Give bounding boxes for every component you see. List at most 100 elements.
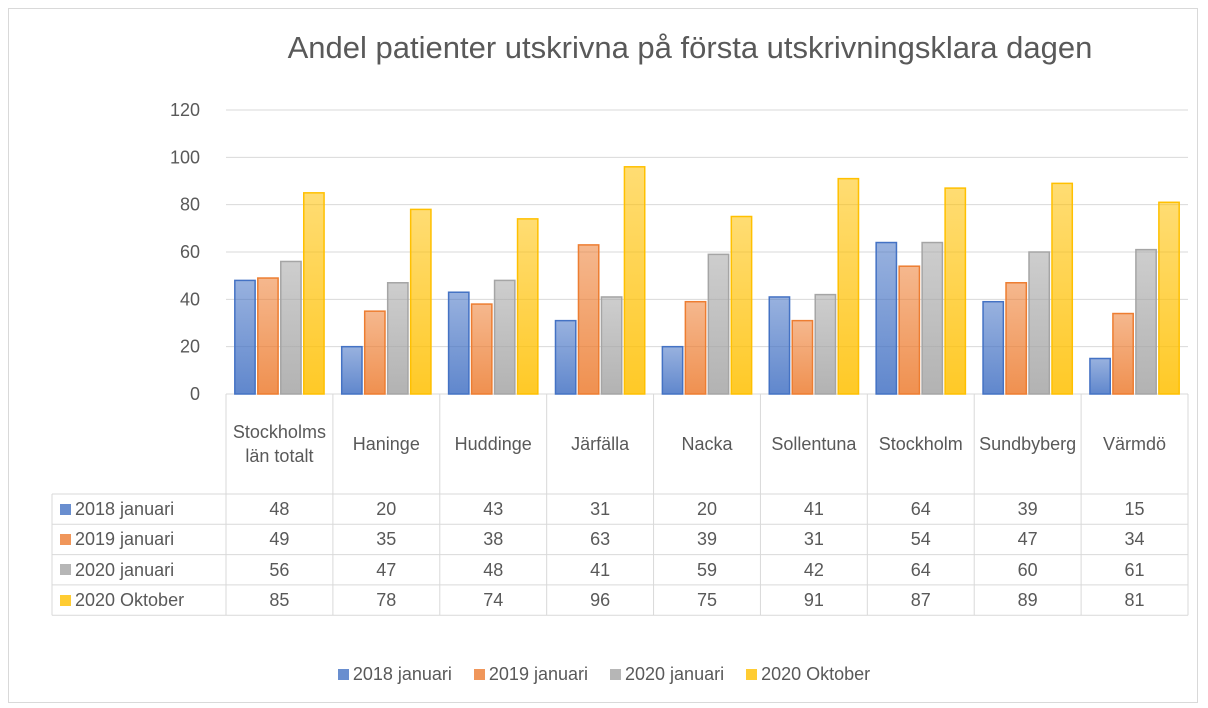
bar <box>280 260 302 395</box>
legend-key <box>337 669 349 680</box>
bar <box>1158 201 1180 395</box>
table-value: 56 <box>269 559 290 580</box>
table-value: 89 <box>1017 590 1038 611</box>
bar <box>577 244 600 395</box>
legend-label: 2019 januari <box>488 664 588 684</box>
legend-label: 2020 januari <box>625 664 725 684</box>
table-value: 15 <box>1124 499 1145 520</box>
table-value: 35 <box>376 529 397 550</box>
bar <box>1028 251 1051 395</box>
legend-key <box>60 594 71 606</box>
bar <box>257 277 279 395</box>
series-name: 2020 Oktober <box>75 590 185 611</box>
table-value: 20 <box>696 499 717 520</box>
table-series-label: 2019 januari <box>52 524 226 554</box>
bar <box>768 296 791 395</box>
bar <box>982 300 1005 395</box>
y-tick-label: 80 <box>180 195 200 215</box>
y-tick-label: 60 <box>180 242 200 262</box>
table-value: 64 <box>910 499 931 520</box>
bar <box>386 282 409 395</box>
bar <box>684 300 707 395</box>
table-value: 60 <box>1017 559 1038 580</box>
table-value: 42 <box>803 559 824 580</box>
legend-key <box>60 564 71 576</box>
table-value: 39 <box>696 529 717 550</box>
bar <box>340 345 363 395</box>
bar <box>493 279 516 395</box>
bar <box>1005 282 1028 395</box>
table-series-label: 2018 januari <box>52 494 226 524</box>
series-name: 2018 januari <box>75 499 175 520</box>
table-series-label: 2020 Oktober <box>52 585 226 615</box>
bar <box>661 345 684 395</box>
bar <box>707 253 730 395</box>
table-series-label: 2020 januari <box>52 555 226 585</box>
bar <box>837 177 860 395</box>
bar <box>921 241 944 395</box>
bar <box>814 293 837 395</box>
table-value: 48 <box>483 559 504 580</box>
series-name: 2019 januari <box>75 529 175 550</box>
table-value: 31 <box>590 499 611 520</box>
table-value: 61 <box>1124 559 1145 580</box>
legend-key <box>746 669 758 680</box>
category-label: Stockholms län totalt <box>232 422 326 466</box>
bar <box>600 296 623 395</box>
table-value: 75 <box>696 590 717 611</box>
table-value: 41 <box>590 559 611 580</box>
table-value: 39 <box>1017 499 1038 520</box>
table-value: 38 <box>483 529 504 550</box>
bar <box>1089 357 1111 395</box>
chart-frame <box>8 8 1198 703</box>
table-value: 41 <box>803 499 824 520</box>
y-tick-label: 120 <box>170 100 200 120</box>
table-value: 34 <box>1124 529 1145 550</box>
series-name: 2020 januari <box>75 559 175 580</box>
legend-key <box>60 533 71 545</box>
table-value: 49 <box>269 529 290 550</box>
table-value: 59 <box>696 559 717 580</box>
table-value: 81 <box>1124 590 1145 611</box>
y-tick-label: 20 <box>180 337 200 357</box>
bar <box>875 241 898 395</box>
bar <box>470 303 493 395</box>
y-tick-label: 100 <box>170 147 200 167</box>
bar <box>1112 312 1134 395</box>
bar <box>447 291 470 395</box>
bar <box>791 319 814 395</box>
legend-key <box>473 669 485 680</box>
legend-item: 2018 januari <box>337 664 452 685</box>
chart-title: Andel patienter utskrivna på första utsk… <box>287 30 1093 65</box>
legend: 2018 januari 2019 januari 2020 januari 2020… <box>0 664 1208 685</box>
y-tick-label: 0 <box>190 384 200 404</box>
table-value: 96 <box>590 590 611 611</box>
table-value: 85 <box>269 590 290 611</box>
legend-item: 2020 Oktober <box>746 664 870 685</box>
bar <box>516 218 539 395</box>
category-label: Sundbyberg <box>979 434 1077 454</box>
bar <box>303 192 325 395</box>
legend-key <box>60 503 71 515</box>
table-value: 91 <box>803 590 824 611</box>
bar <box>554 319 577 395</box>
category-label: Haninge <box>352 434 420 454</box>
table-value: 87 <box>910 590 931 611</box>
category-label: Nacka <box>681 434 733 454</box>
category-label: Stockholm <box>878 434 963 454</box>
category-label: Huddinge <box>454 434 532 454</box>
category-label: Värmdö <box>1103 434 1167 454</box>
bar <box>623 166 646 395</box>
bar <box>1051 182 1074 395</box>
table-value: 63 <box>590 529 611 550</box>
category-label: Sollentuna <box>771 434 857 454</box>
legend-label: 2018 januari <box>352 664 452 684</box>
bar <box>1135 248 1157 395</box>
table-value: 31 <box>803 529 824 550</box>
legend-item: 2020 januari <box>610 664 724 685</box>
bar <box>730 215 753 395</box>
table-value: 43 <box>483 499 504 520</box>
legend-label: 2020 Oktober <box>761 664 871 684</box>
